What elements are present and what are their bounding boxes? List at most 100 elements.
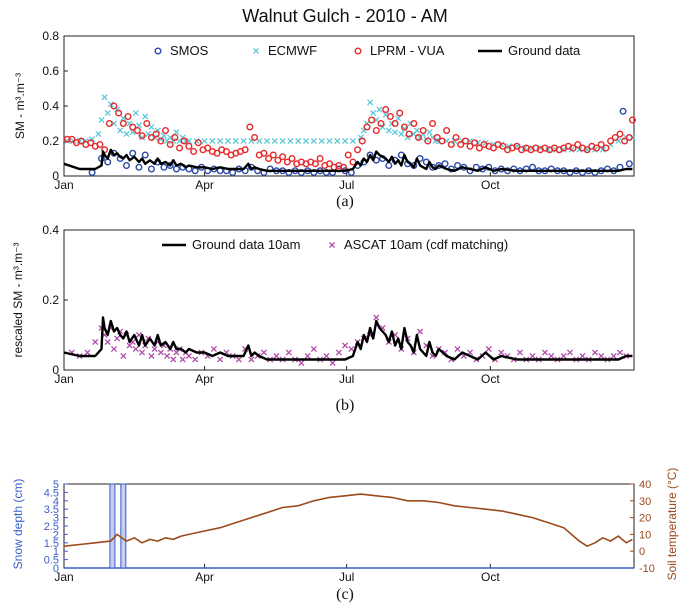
panel-c-marks: [63, 483, 634, 569]
point-ascat-10am-cdf-matching-: [329, 359, 336, 367]
x-tick-label: Jan: [54, 178, 73, 192]
point-lprm-vua: [358, 137, 366, 145]
y-tick-label: 0.2: [42, 293, 59, 307]
y-tick-label-left: 1.5: [44, 538, 59, 550]
point-ecmwf: [326, 137, 333, 145]
point-lprm-vua: [569, 144, 577, 152]
y-tick-label-right: -10: [639, 563, 655, 575]
legend-swatch-ecmwf: [252, 47, 260, 55]
point-ecmwf-stroke: [179, 134, 186, 141]
point-ascat-10am-cdf-matching--stroke: [323, 352, 330, 360]
point-ascat-10am-cdf-matching-: [310, 345, 317, 353]
panel-b-ticks: Jan Apr Jul Oct 0 0.2 0.4: [42, 223, 500, 386]
point-lprm-vua: [147, 133, 155, 141]
point-smos: [166, 161, 174, 169]
legend-label-ground-data: Ground data: [508, 43, 581, 58]
point-ecmwf: [310, 137, 317, 145]
point-lprm-vua: [433, 133, 441, 141]
point-ecmwf: [342, 137, 349, 145]
point-lprm-vua: [628, 116, 636, 124]
point-ascat-10am-cdf-matching-: [616, 349, 624, 356]
point-ascat-10am-cdf-matching--stroke: [273, 352, 280, 360]
point-ecmwf: [295, 137, 302, 145]
point-ecmwf: [240, 137, 247, 145]
point-ecmwf-stroke: [232, 137, 239, 145]
point-lprm-vua: [162, 126, 170, 134]
point-ecmwf-stroke: [370, 109, 377, 117]
panel-a-legend: SMOS ECMWF LPRM - VUA Ground data: [154, 43, 581, 58]
point-ascat-10am-cdf-matching-: [541, 349, 549, 356]
point-ecmwf: [232, 137, 239, 145]
point-ecmwf-stroke: [349, 137, 356, 145]
point-ecmwf-stroke: [382, 111, 389, 118]
point-ascat-10am-cdf-matching--stroke: [566, 349, 574, 356]
point-ascat-10am-cdf-matching--stroke: [151, 345, 158, 353]
point-ecmwf-stroke: [506, 143, 513, 150]
point-ascat-10am-cdf-matching-: [248, 356, 255, 363]
point-ascat-10am-cdf-matching-: [566, 349, 574, 356]
point-ecmwf-stroke: [287, 137, 294, 145]
y-tick-label: 0.6: [42, 64, 59, 78]
point-lprm-vua: [471, 139, 479, 147]
point-ecmwf: [395, 115, 402, 122]
point-ecmwf: [385, 127, 392, 134]
point-lprm-vua: [63, 135, 71, 143]
point-lprm-vua: [279, 153, 287, 161]
point-lprm-vua: [265, 154, 273, 162]
point-ecmwf-stroke: [217, 137, 224, 145]
point-lprm-vua: [110, 102, 118, 110]
point-lprm-vua: [311, 160, 319, 168]
y-tick-label-right: 0: [639, 546, 645, 558]
panel-a-marks: [63, 94, 636, 176]
point-lprm-vua: [325, 160, 333, 168]
point-lprm-vua: [222, 147, 230, 155]
point-lprm-vua: [166, 140, 174, 148]
point-lprm-vua: [616, 130, 624, 138]
point-ascat-10am-cdf-matching-: [342, 342, 349, 349]
point-lprm-vua: [180, 137, 188, 145]
point-ascat-10am-cdf-matching-: [114, 335, 121, 342]
point-ecmwf-stroke: [398, 130, 405, 138]
point-ascat-10am-cdf-matching-: [164, 352, 171, 360]
point-lprm-vua: [171, 133, 179, 141]
point-ecmwf-stroke: [224, 137, 232, 145]
panel-b: rescaled SM - m³.m⁻³ Jan Apr Jul Oct 0 0.2 0.4…: [11, 223, 635, 414]
point-lprm-vua: [400, 123, 408, 131]
point-ecmwf: [224, 137, 232, 145]
panel-a-label: (a): [336, 193, 354, 210]
y-tick-label-right: 20: [639, 513, 651, 525]
point-ascat-10am-cdf-matching-: [498, 349, 505, 356]
point-ascat-10am-cdf-matching--stroke: [579, 352, 586, 360]
point-ecmwf-stroke: [385, 127, 392, 134]
point-ecmwf-stroke: [576, 146, 583, 153]
point-ecmwf-stroke: [392, 129, 399, 136]
point-ecmwf: [201, 137, 208, 145]
y-tick-label: 0.8: [42, 29, 59, 43]
point-ascat-10am-cdf-matching--stroke: [373, 314, 380, 321]
point-ecmwf-stroke: [367, 99, 374, 106]
point-ecmwf: [357, 134, 364, 141]
point-ascat-10am-cdf-matching--stroke: [248, 356, 255, 363]
point-ecmwf: [139, 134, 146, 141]
point-ecmwf-stroke: [209, 137, 216, 145]
point-lprm-vua: [377, 119, 385, 127]
point-ecmwf-stroke: [114, 106, 121, 113]
point-ecmwf: [142, 113, 149, 120]
legend-swatch-lprm-vua: [354, 47, 362, 55]
point-lprm-vua: [410, 119, 418, 127]
point-lprm-vua: [363, 123, 371, 131]
point-ascat-10am-cdf-matching-: [110, 345, 118, 353]
point-ecmwf: [426, 129, 433, 136]
legend-swatch-ecmwf-stroke: [252, 47, 260, 55]
point-ecmwf-stroke: [117, 127, 124, 134]
legend-swatch-smos: [154, 47, 162, 55]
point-lprm-vua: [133, 126, 141, 134]
point-lprm-vua: [354, 146, 362, 154]
point-ascat-10am-cdf-matching--stroke: [310, 345, 317, 353]
point-ascat-10am-cdf-matching--stroke: [541, 349, 549, 356]
point-ascat-10am-cdf-matching--stroke: [120, 352, 127, 360]
point-smos: [122, 161, 130, 169]
x-tick-label: Jul: [339, 178, 354, 192]
point-lprm-vua: [316, 154, 324, 162]
point-ascat-10am-cdf-matching-: [139, 349, 146, 356]
